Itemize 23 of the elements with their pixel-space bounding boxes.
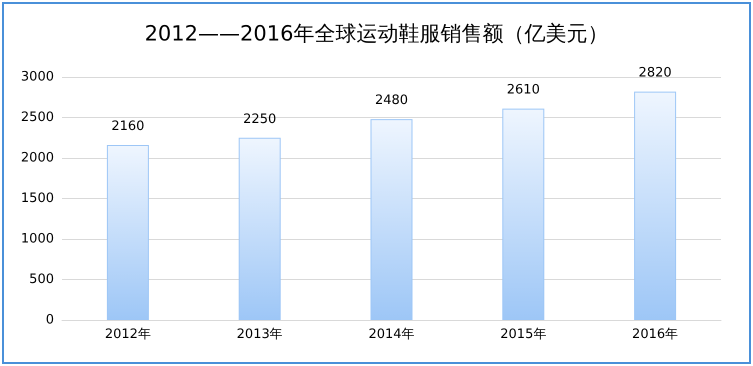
- y-tick-label: 0: [46, 312, 54, 328]
- y-tick-label: 1500: [20, 191, 54, 206]
- y-tick-label: 2000: [20, 150, 54, 166]
- x-tick-label: 2013年: [236, 327, 283, 342]
- data-label: 2250: [243, 112, 276, 127]
- y-tick-label: 3000: [20, 70, 54, 84]
- bar: [370, 119, 412, 320]
- x-tick-label: 2015年: [500, 327, 546, 342]
- x-tick-label: 2014年: [368, 327, 415, 342]
- data-label: 2160: [111, 119, 144, 134]
- bar: [502, 108, 544, 320]
- x-tick-label: 2012年: [104, 327, 151, 342]
- data-label: 2820: [638, 66, 672, 81]
- x-tick-label: 2016年: [632, 327, 678, 342]
- chart-title: 2012——2016年全球运动鞋服销售额（亿美元）: [144, 22, 608, 46]
- y-tick-label: 1000: [20, 232, 54, 246]
- y-tick-label: 500: [29, 272, 54, 287]
- data-label: 2610: [506, 82, 540, 98]
- bar: [106, 145, 149, 320]
- y-tick-label: 2500: [20, 110, 54, 125]
- bar: [238, 138, 281, 320]
- bar: [634, 92, 676, 320]
- data-label: 2480: [374, 93, 408, 108]
